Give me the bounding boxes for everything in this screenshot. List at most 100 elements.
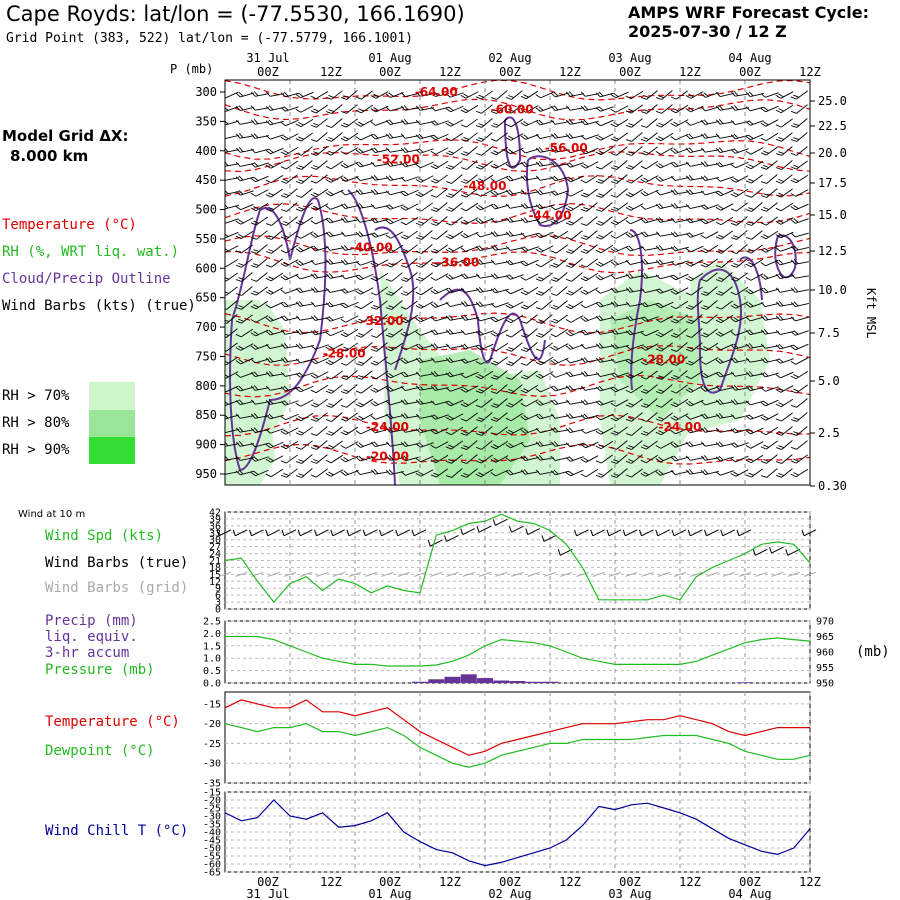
precip-bar	[737, 682, 753, 683]
windchill-label: Wind Chill T (°C)	[45, 823, 189, 839]
wind-barb-staff	[406, 300, 418, 310]
wind-barb-feather	[478, 178, 484, 182]
wind-barb	[325, 258, 344, 265]
wind-barb-feather	[250, 457, 256, 462]
wind-barb-staff	[270, 441, 284, 449]
wind-barb-feather	[358, 202, 364, 208]
wind-barb	[445, 371, 464, 378]
wind-barb-feather	[493, 457, 499, 462]
wind-barb-staff	[525, 191, 539, 195]
wind-barb-staff	[240, 217, 254, 225]
wind-barb-feather	[373, 304, 380, 308]
wind-barb-feather	[433, 428, 439, 433]
pressure-tick-label: 550	[195, 232, 217, 246]
wind-barb-feather	[535, 375, 542, 379]
wind-barb-feather	[280, 222, 287, 226]
wind-barb-staff	[435, 302, 449, 308]
wind-barb-staff	[255, 175, 269, 183]
pressure-tick-label: 300	[195, 85, 217, 99]
isotherm-label: -28.00	[642, 352, 685, 366]
wind-barb	[520, 259, 539, 267]
wind-barb	[505, 203, 524, 209]
wind-barb-staff	[315, 232, 329, 238]
wind-barb-feather	[310, 139, 317, 142]
wind-barb-staff	[480, 289, 494, 293]
wind-barb-feather	[385, 249, 392, 254]
wind-barb-feather	[328, 345, 334, 350]
wind-barb-feather	[400, 399, 406, 405]
wind-barb-staff	[510, 412, 524, 422]
wind-barb-staff	[315, 188, 329, 198]
top-date-label: 03 Aug	[608, 51, 651, 65]
wind-barb-feather	[400, 236, 407, 240]
wind-barb-feather	[388, 305, 395, 308]
wind-barb-feather	[328, 360, 334, 364]
wind-barb	[445, 315, 464, 321]
wind-barb-feather	[355, 390, 362, 394]
wind-barb-feather	[340, 137, 347, 142]
wind-barb-feather	[340, 348, 347, 352]
wind-barb-feather	[403, 441, 409, 447]
wind-barb-feather	[268, 357, 274, 363]
wind-barb-feather	[373, 261, 379, 266]
wind-barb-staff	[256, 244, 268, 254]
wind-barb-feather	[418, 427, 424, 433]
wind-barb	[430, 316, 449, 322]
wind-barb-feather	[400, 413, 406, 419]
wind-barb-feather	[358, 161, 364, 167]
wind-barb	[340, 274, 359, 280]
wind-barb-feather	[250, 319, 257, 323]
wind-barb-feather	[493, 203, 499, 209]
wind-barb-feather	[418, 177, 424, 182]
wind-barb	[430, 371, 449, 377]
wind-barb-feather	[463, 93, 469, 98]
wind-barb-staff	[331, 398, 343, 408]
wind-barb	[235, 119, 254, 125]
wind-barb-staff	[526, 314, 538, 324]
wind-barb-feather	[235, 293, 242, 296]
wind-barb-staff	[256, 286, 268, 296]
wind-barb-feather	[295, 387, 301, 393]
wind-barb-staff	[360, 205, 374, 209]
wind-barb-staff	[225, 400, 239, 406]
wind-barb-staff	[465, 104, 479, 114]
wind-barb	[445, 399, 464, 407]
wind-barb-staff	[225, 457, 239, 461]
wind-barb	[445, 160, 463, 170]
wind-barb	[265, 385, 284, 391]
wind-barb-feather	[310, 207, 317, 211]
wind-barb-feather	[445, 416, 452, 421]
wind-barb	[475, 232, 494, 238]
wind-barb-feather	[388, 262, 394, 266]
wind-barb	[325, 104, 343, 114]
wind-barb-staff	[300, 231, 314, 239]
wind-barb-staff	[420, 455, 434, 463]
wind-barb	[505, 133, 524, 141]
wind-barb-feather	[478, 301, 484, 307]
wind-barb	[520, 399, 539, 407]
wind-barb-staff	[346, 370, 358, 380]
wind-barb-feather	[460, 432, 467, 436]
temp-tick-label: -20	[203, 719, 221, 730]
wind-barb-feather	[343, 95, 350, 98]
wind-barb	[445, 105, 464, 113]
wind-barb	[310, 118, 328, 128]
pressure-tick-label: 700	[195, 320, 217, 334]
wind-barb-staff	[435, 120, 449, 126]
wind-barb-staff	[376, 328, 388, 338]
wind-barb	[385, 386, 404, 392]
wind-barb-feather	[310, 315, 316, 321]
wind-barb-feather	[508, 231, 514, 237]
wind-barb-feather	[418, 220, 425, 224]
wind-barb	[280, 342, 299, 349]
wind-barb-feather	[400, 333, 407, 337]
wind-barb-feather	[445, 288, 451, 294]
wind-barb	[535, 203, 554, 210]
wind-barb	[430, 188, 448, 198]
wind-barb-staff	[360, 219, 374, 223]
wind-barb-feather	[505, 245, 511, 251]
wind-barb	[475, 273, 494, 279]
wind-barb-feather	[313, 445, 320, 448]
wind-barb	[310, 174, 328, 184]
wind-barb-staff	[360, 176, 374, 182]
